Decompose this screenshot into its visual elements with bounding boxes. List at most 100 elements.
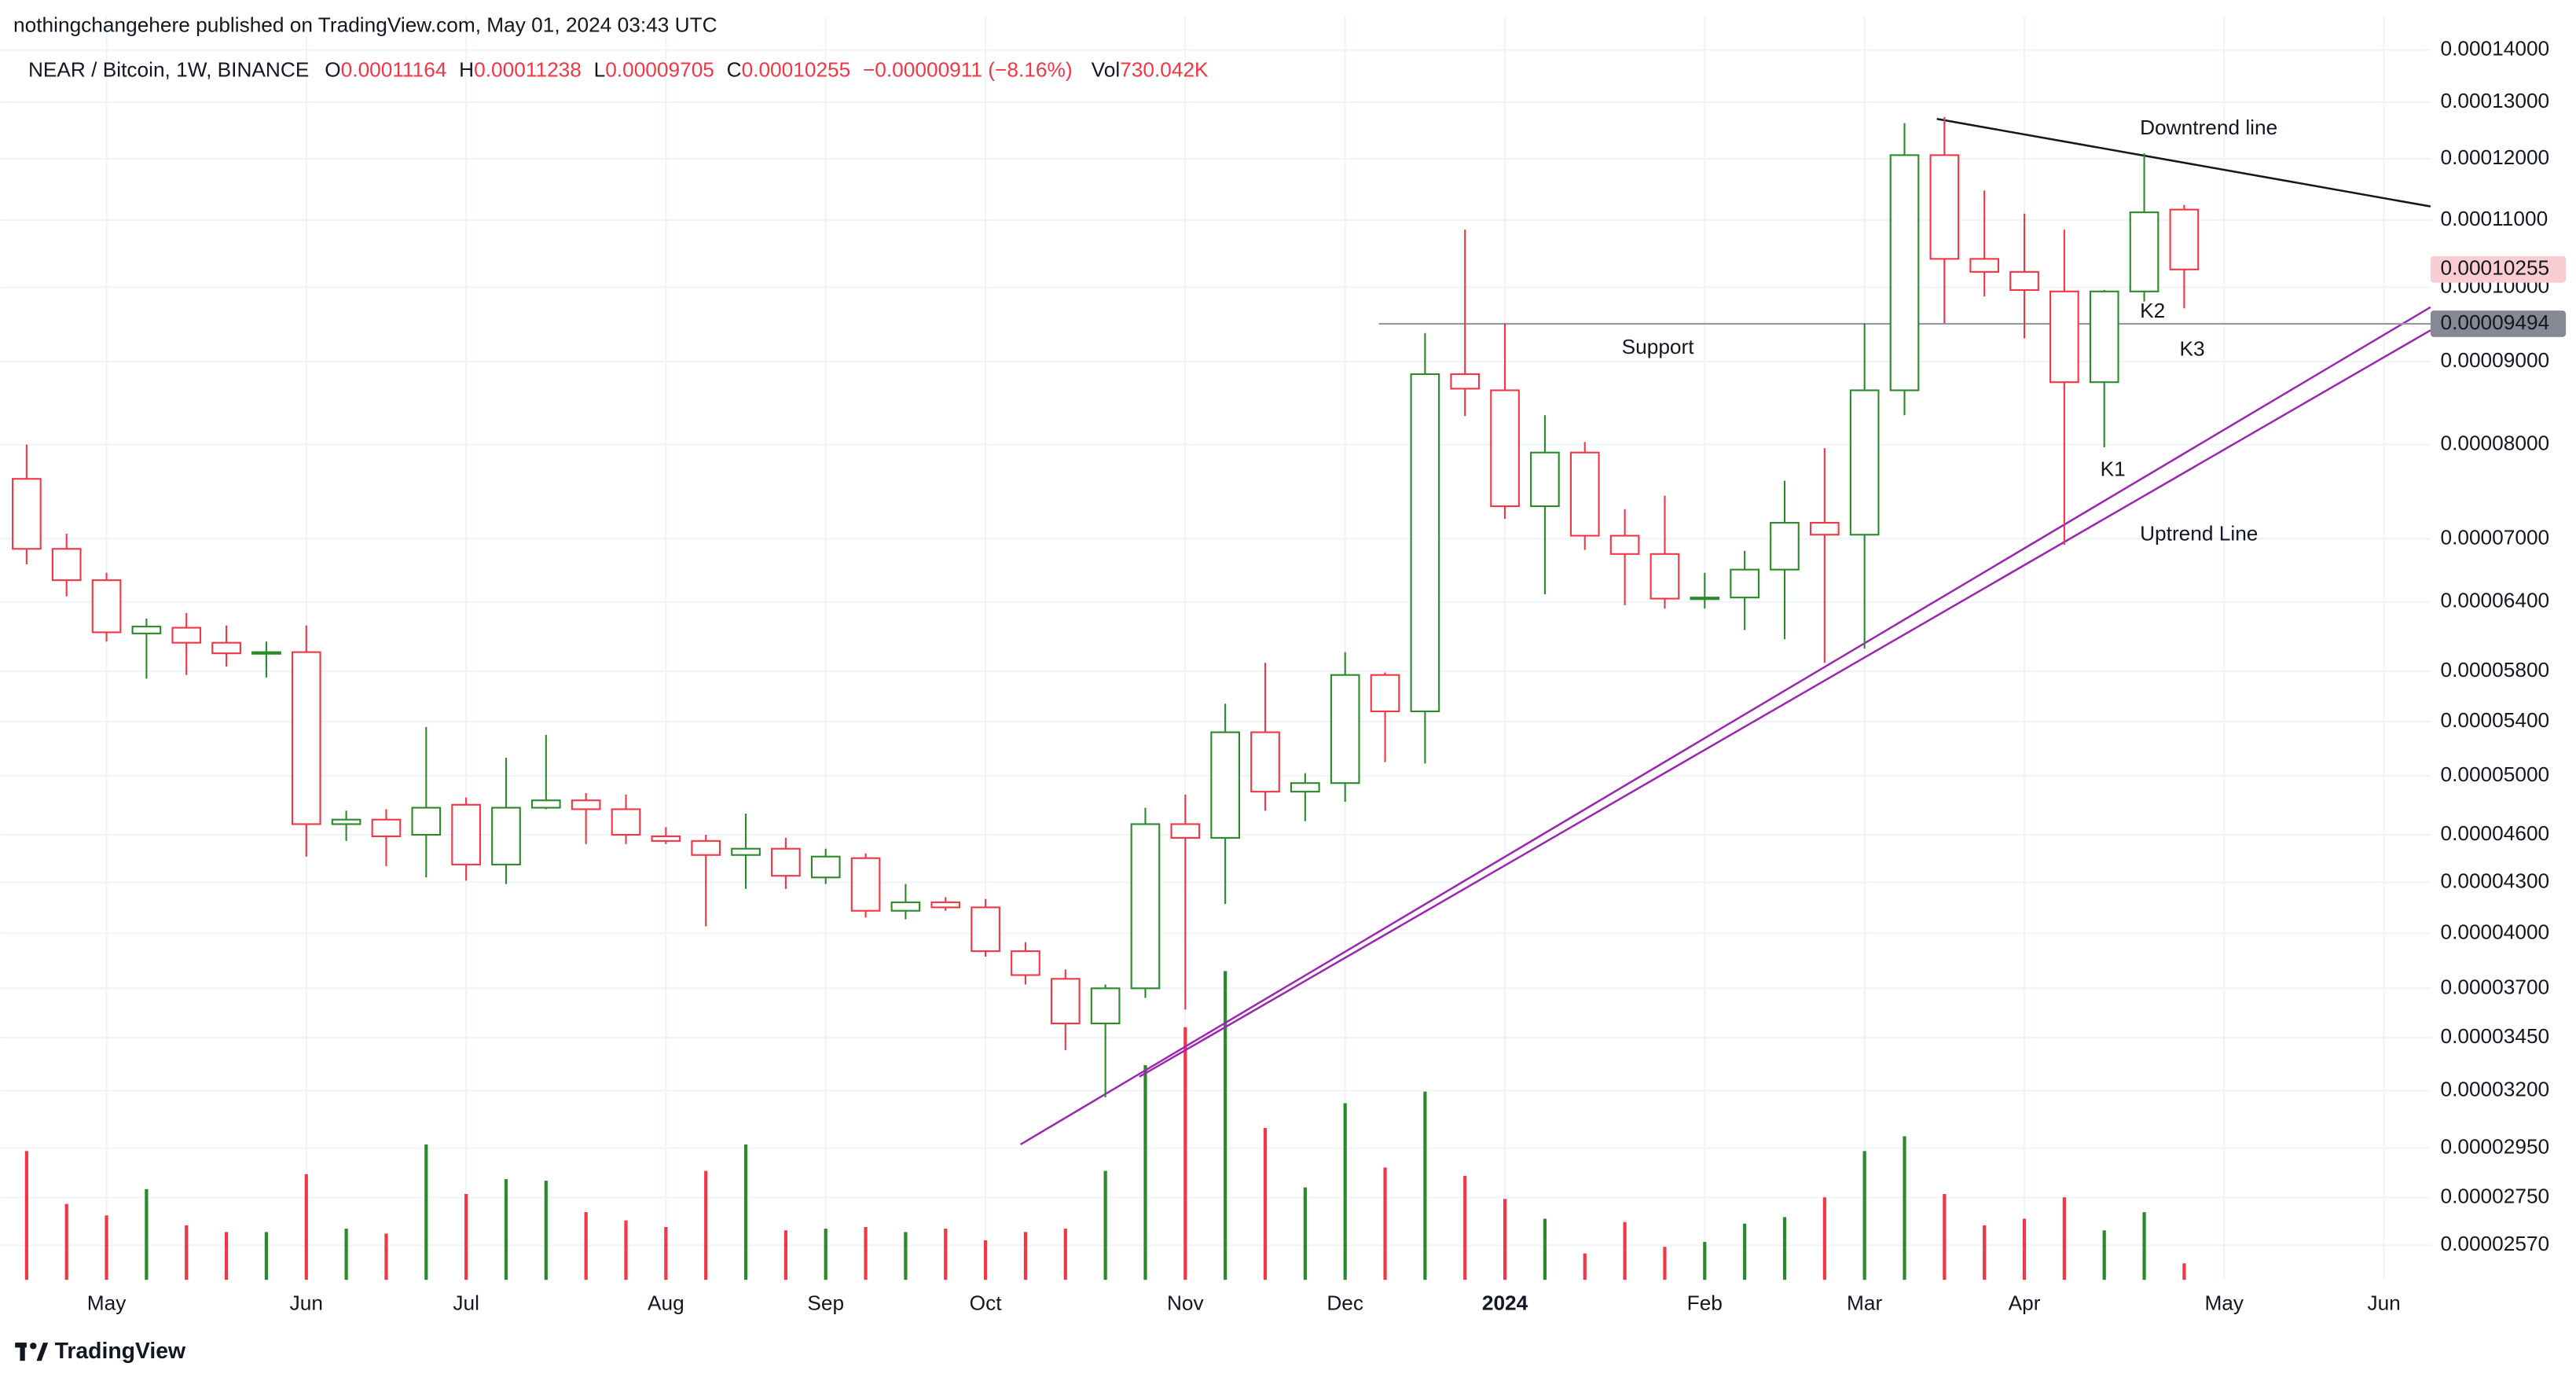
annotations: Downtrend line Support K2 K3 K1 Uptrend … [1622, 116, 2278, 546]
y-tick-label: 0.00014000 [2440, 36, 2549, 60]
annotation: Support [1622, 335, 1695, 358]
candle-body [1569, 451, 1600, 537]
annotation: K3 [2180, 336, 2205, 360]
candle-body [2049, 290, 2079, 384]
y-tick-label: 0.00013000 [2440, 89, 2549, 112]
candle-body [971, 906, 1000, 953]
volume-label: Vol [1092, 57, 1121, 81]
annotation: Downtrend line [2140, 116, 2277, 139]
candle-body [411, 806, 442, 836]
symbol: NEAR / Bitcoin, 1W, BINANCE [28, 57, 309, 81]
price-axis: 0.00014000 0.00013000 0.00012000 0.00011000… [87, 36, 2567, 1315]
candle-body [1690, 597, 1720, 601]
candle-body [890, 901, 921, 912]
candle-body [1849, 389, 1880, 536]
candle-body [1050, 978, 1081, 1025]
candle-body [930, 901, 961, 909]
x-tick-label: Jul [453, 1291, 479, 1315]
last-price-label: 0.00010255 [2440, 256, 2549, 280]
y-tick-label: 0.00005000 [2440, 762, 2549, 786]
x-tick-label: May [87, 1291, 127, 1315]
candle-body [571, 799, 601, 810]
candle-body [2089, 290, 2119, 384]
x-tick-label: Sep [807, 1291, 844, 1315]
candle-body [810, 855, 841, 879]
candle-body [1889, 154, 1920, 391]
candle-body [251, 651, 281, 655]
candle-body [611, 808, 641, 836]
ohlc-value: 0.00011238 [474, 57, 582, 81]
candle-body [1649, 553, 1680, 600]
footer-brand: TradingView [55, 1339, 186, 1364]
y-tick-label: 0.00004300 [2440, 869, 2549, 892]
y-tick-label: 0.00002750 [2440, 1184, 2549, 1207]
y-tick-label: 0.00003700 [2440, 975, 2549, 998]
y-tick-label: 0.00008000 [2440, 432, 2549, 455]
candle-body [2009, 270, 2039, 292]
y-tick-label: 0.00009000 [2440, 348, 2549, 372]
logo-part [36, 1343, 49, 1361]
candle-body [1929, 154, 1960, 260]
price-label-box [2430, 310, 2567, 337]
candle-body [1730, 568, 1760, 599]
volume-unit: K [1194, 57, 1209, 81]
uptrend-line [1139, 329, 2431, 1078]
downtrend-line [1936, 118, 2431, 208]
y-tick-label: 0.00005800 [2440, 658, 2549, 681]
ohlc-label: C [727, 57, 742, 81]
x-tick-label: Oct [970, 1291, 1003, 1315]
annotation: K2 [2140, 299, 2165, 322]
candles [12, 116, 2200, 1098]
candle-body [131, 626, 162, 634]
y-tick-label: 0.00002950 [2440, 1134, 2549, 1158]
x-tick-label: May [2204, 1291, 2244, 1315]
ohlc-value: 0.00010255 [742, 57, 851, 81]
candle-body [291, 651, 321, 825]
annotation: Uptrend Line [2140, 522, 2258, 546]
y-tick-label: 0.00005400 [2440, 708, 2549, 732]
y-tick-label: 0.00012000 [2440, 145, 2549, 169]
candle-body [91, 579, 122, 634]
candle-body [1330, 674, 1360, 784]
candle-body [2129, 211, 2160, 292]
ohlc-label: H [459, 57, 474, 81]
annotation: K1 [2101, 457, 2126, 481]
candle-body [1530, 451, 1560, 508]
x-tick-label: Mar [1847, 1291, 1882, 1315]
price-label-box [2430, 255, 2567, 283]
candle-body [1011, 950, 1040, 976]
x-tick-label: Nov [1167, 1291, 1205, 1315]
x-tick-label: Dec [1327, 1291, 1363, 1315]
candle-body [51, 548, 82, 582]
y-tick-label: 0.00003200 [2440, 1078, 2549, 1101]
logo-part [30, 1343, 37, 1350]
candle-body [1809, 522, 1840, 536]
y-tick-label: 0.00002570 [2440, 1232, 2549, 1255]
candle-body [1130, 823, 1161, 990]
x-tick-label: Jun [2367, 1291, 2400, 1315]
candle-body [530, 799, 561, 809]
volume-layer [24, 971, 2186, 1280]
candle-body [1370, 674, 1400, 713]
candle-body [1609, 535, 1640, 555]
x-tick-label: Apr [2009, 1291, 2041, 1315]
volume-value: 730.042 [1120, 57, 1194, 81]
ohlc-label: L [594, 57, 606, 81]
x-tick-label: 2024 [1482, 1291, 1528, 1315]
candle-body [491, 806, 521, 865]
candle-body [1090, 987, 1121, 1025]
candle-body [371, 818, 402, 838]
candle-body [12, 478, 42, 550]
candle-body [451, 803, 481, 865]
x-tick-label: Aug [648, 1291, 684, 1315]
change: −0.00000911 (−8.16%) [863, 57, 1073, 81]
publish-title: nothingchangehere published on TradingVi… [13, 13, 717, 37]
candle-body [850, 857, 881, 912]
candle-body [1210, 731, 1241, 839]
candle-body [1490, 389, 1520, 508]
y-tick-label: 0.00003450 [2440, 1024, 2549, 1048]
footer-logo [15, 1343, 49, 1361]
y-tick-label: 0.00004000 [2440, 920, 2549, 943]
